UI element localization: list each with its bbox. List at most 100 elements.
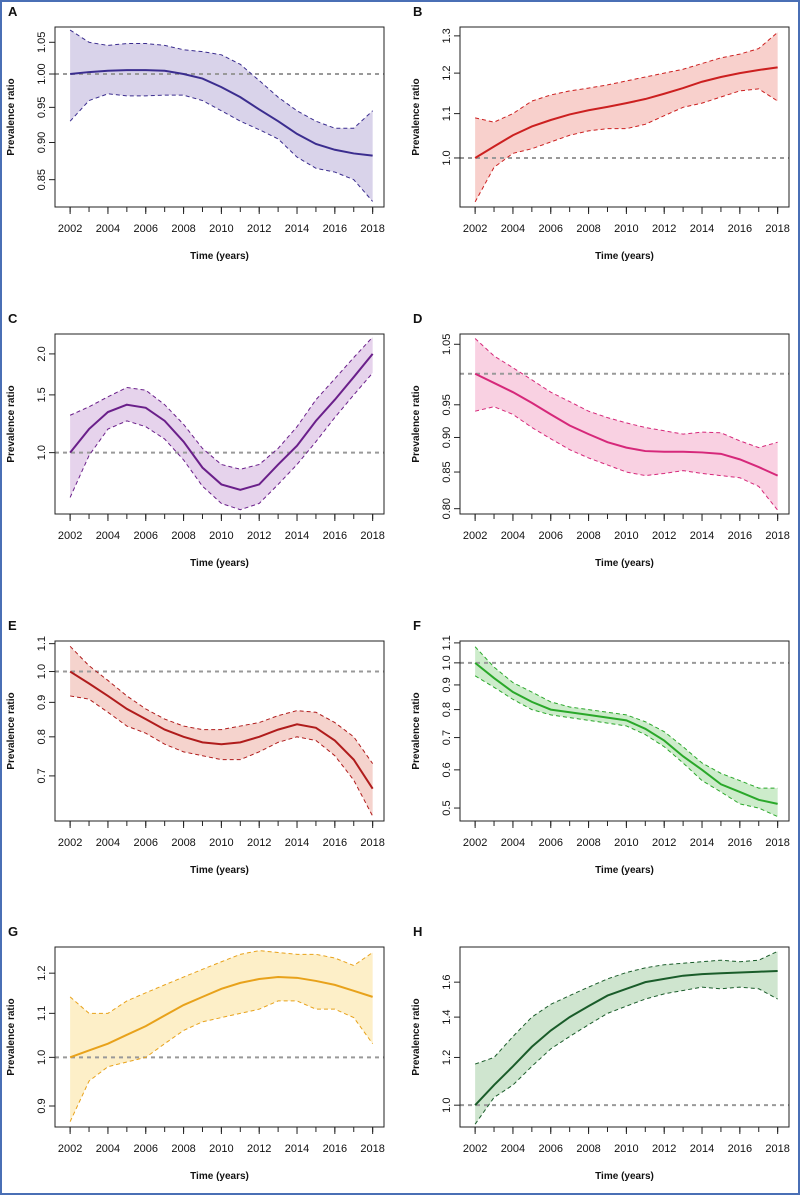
x-tick-label: 2010 — [209, 837, 233, 849]
estimate-line — [474, 372, 779, 477]
x-tick-label: 2008 — [576, 837, 600, 849]
panel-label: B — [413, 4, 422, 19]
y-tick-label: 2.0 — [36, 346, 48, 361]
y-tick-label: 0.95 — [36, 97, 48, 118]
x-tick-label: 2016 — [323, 530, 347, 542]
x-tick-label: 2016 — [728, 223, 752, 235]
upper-bound — [69, 336, 374, 470]
panel-label: H — [413, 924, 422, 939]
y-tick-label: 0.7 — [36, 768, 48, 783]
y-tick-label: 1.2 — [441, 65, 453, 80]
confidence-band — [70, 30, 373, 202]
x-tick-label: 2010 — [614, 1143, 638, 1155]
y-tick-label: 1.4 — [441, 1009, 453, 1024]
x-tick-label: 2016 — [728, 1143, 752, 1155]
y-tick-label: 0.8 — [441, 702, 453, 717]
x-tick-label: 2006 — [134, 223, 158, 235]
y-tick-label: 1.05 — [441, 334, 453, 355]
x-tick-label: 2014 — [690, 1143, 714, 1155]
confidence-band — [475, 646, 778, 817]
y-tick-label: 1.1 — [441, 106, 453, 121]
x-tick-label: 2012 — [652, 530, 676, 542]
estimate-line — [474, 66, 778, 159]
panel: C 2002 2004 2006 2008 2010 2012 2014 2016 2018 1.0… — [6, 311, 385, 569]
x-tick-label: 2018 — [765, 1143, 789, 1155]
x-tick-label: 2004 — [501, 223, 525, 235]
upper-bound — [69, 645, 374, 764]
y-tick-label: 0.9 — [36, 1098, 48, 1113]
x-tick-label: 2018 — [360, 837, 384, 849]
x-tick-label: 2014 — [690, 837, 714, 849]
y-tick-label: 0.9 — [36, 695, 48, 710]
x-tick-label: 2008 — [576, 223, 600, 235]
confidence-band — [475, 951, 778, 1125]
y-axis-title: Prevalence ratio — [6, 385, 17, 462]
x-tick-label: 2014 — [285, 223, 309, 235]
confidence-band — [475, 32, 778, 202]
x-tick-label: 2008 — [576, 530, 600, 542]
x-tick-label: 2004 — [501, 1143, 525, 1155]
x-tick-label: 2010 — [614, 837, 638, 849]
plot-box — [54, 946, 385, 1128]
y-tick-label: 0.85 — [441, 461, 453, 482]
x-tick-label: 2018 — [765, 223, 789, 235]
x-tick-label: 2018 — [765, 837, 789, 849]
x-tick-label: 2012 — [652, 1143, 676, 1155]
x-tick-label: 2012 — [652, 837, 676, 849]
panel: F 2002 2004 2006 2008 2010 2012 2014 2016 2018 0.5… — [411, 618, 790, 876]
y-tick-label: 1.2 — [36, 966, 48, 981]
panel: E 2002 2004 2006 2008 2010 2012 2014 2016 2018 0.7… — [6, 618, 385, 876]
x-tick-label: 2004 — [96, 530, 120, 542]
x-tick-label: 2014 — [285, 530, 309, 542]
x-tick-label: 2014 — [690, 530, 714, 542]
y-axis-title: Prevalence ratio — [6, 692, 17, 769]
confidence-band — [70, 950, 373, 1122]
x-tick-label: 2016 — [323, 223, 347, 235]
x-tick-label: 2016 — [323, 1143, 347, 1155]
y-tick-label: 0.95 — [441, 394, 453, 415]
panel: H 2002 2004 2006 2008 2010 2012 2014 2016 2018 1.0… — [411, 924, 790, 1182]
panel-label: E — [8, 618, 17, 633]
y-tick-label: 0.8 — [36, 729, 48, 744]
x-tick-label: 2016 — [728, 837, 752, 849]
x-tick-label: 2006 — [539, 530, 563, 542]
x-tick-label: 2008 — [171, 837, 195, 849]
x-tick-label: 2002 — [463, 837, 487, 849]
x-tick-label: 2008 — [171, 1143, 195, 1155]
x-tick-label: 2010 — [209, 530, 233, 542]
estimate-line — [474, 969, 778, 1106]
estimate-line — [69, 670, 374, 790]
estimate-line — [69, 976, 373, 1059]
estimate-line — [69, 353, 374, 491]
y-tick-label: 0.9 — [441, 677, 453, 692]
y-tick-label: 1.0 — [36, 664, 48, 679]
y-tick-label: 1.05 — [36, 32, 48, 53]
y-tick-label: 0.80 — [441, 498, 453, 519]
x-tick-label: 2018 — [360, 530, 384, 542]
plot-box — [459, 26, 790, 208]
x-axis-title: Time (years) — [595, 1171, 654, 1182]
x-tick-label: 2002 — [58, 223, 82, 235]
y-tick-label: 1.0 — [441, 1098, 453, 1113]
lower-bound — [69, 372, 374, 511]
plot-box — [54, 26, 385, 208]
x-tick-label: 2004 — [501, 837, 525, 849]
x-tick-label: 2002 — [463, 1143, 487, 1155]
y-axis-title: Prevalence ratio — [6, 78, 17, 155]
y-tick-label: 1.3 — [441, 28, 453, 43]
x-axis-title: Time (years) — [190, 865, 249, 876]
x-tick-label: 2016 — [323, 837, 347, 849]
lower-bound — [475, 406, 779, 511]
lower-bound — [474, 675, 778, 818]
x-tick-label: 2018 — [765, 530, 789, 542]
confidence-band — [70, 646, 373, 817]
y-tick-label: 1.1 — [36, 636, 48, 651]
x-axis-title: Time (years) — [190, 558, 249, 569]
x-tick-label: 2008 — [576, 1143, 600, 1155]
y-axis-title: Prevalence ratio — [411, 385, 422, 462]
plot-box — [54, 640, 385, 822]
x-tick-label: 2002 — [463, 530, 487, 542]
